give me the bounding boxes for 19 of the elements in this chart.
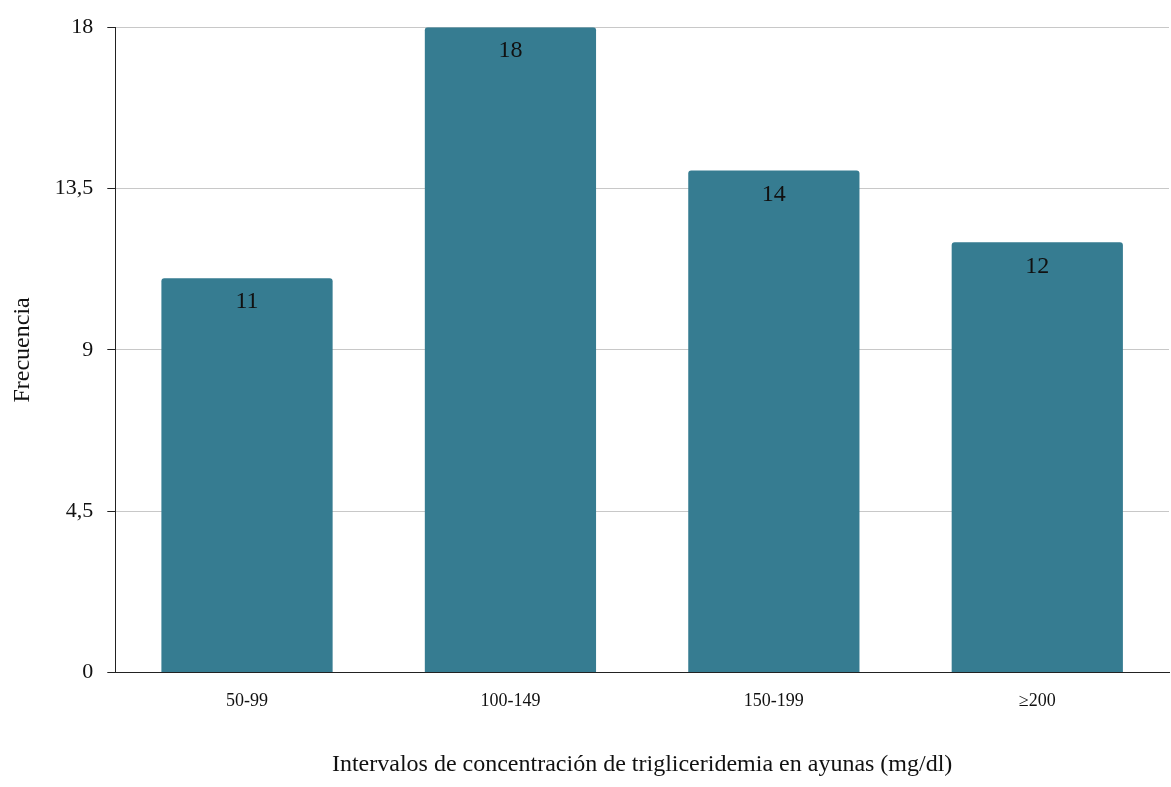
x-tick-label: 150-199 — [743, 690, 804, 711]
x-axis-title: Intervalos de concentración de trigliceridemia en ayunas (mg/dl) — [331, 749, 953, 776]
y-tick-label: 18 — [71, 12, 94, 38]
x-tick-label: 100-149 — [480, 690, 541, 711]
data-label: 18 — [498, 36, 523, 63]
y-tick-label: 4,5 — [65, 497, 94, 523]
y-tick-label: 0 — [82, 658, 94, 684]
data-label: 12 — [1025, 251, 1050, 278]
x-tick-label: 50-99 — [226, 690, 269, 711]
bar — [951, 242, 1123, 673]
y-tick-label: 13,5 — [54, 174, 94, 200]
bar — [424, 27, 597, 673]
y-tick-label: 9 — [82, 335, 94, 361]
y-axis-title: Frecuencia — [7, 296, 34, 403]
x-tick-label: ≥200 — [1018, 690, 1056, 711]
bar — [161, 278, 333, 673]
data-label: 11 — [235, 287, 259, 314]
data-label: 14 — [761, 179, 786, 206]
bar — [688, 170, 860, 673]
